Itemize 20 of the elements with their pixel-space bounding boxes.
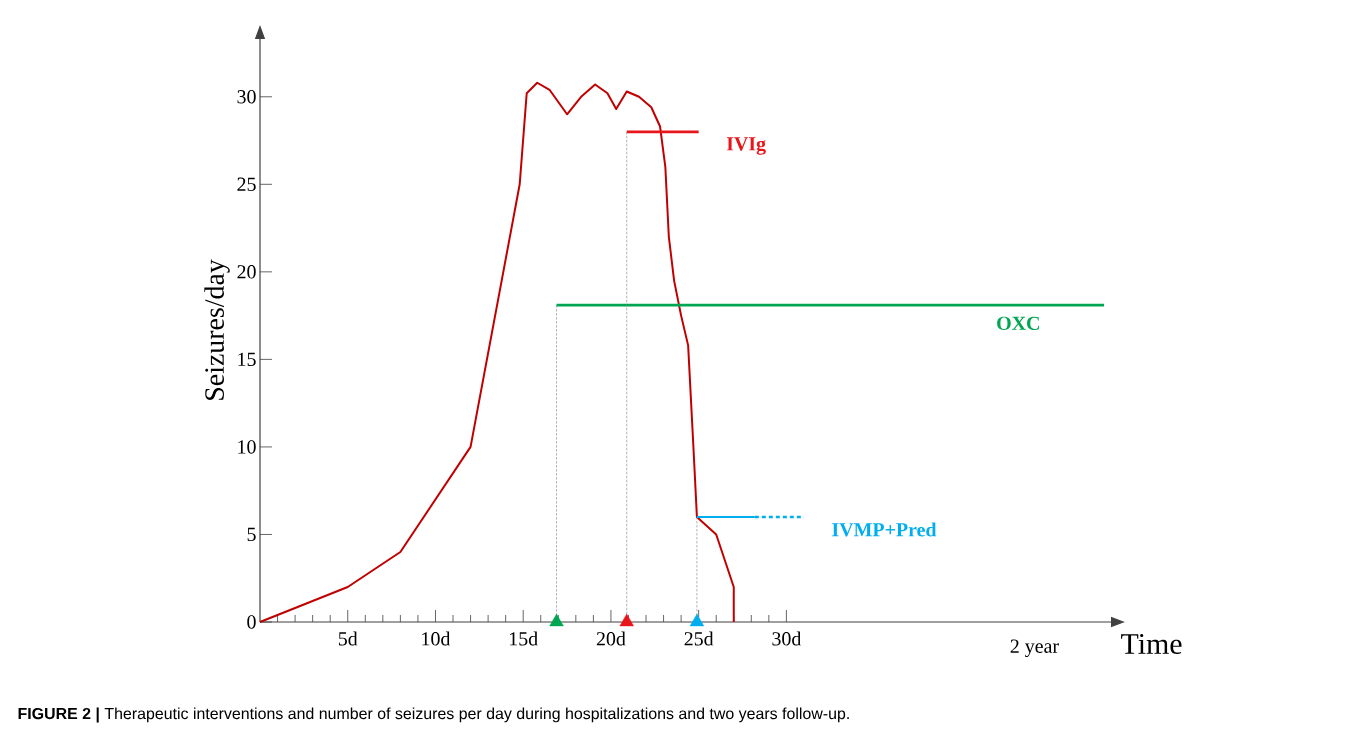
x-tick-label: 15d <box>510 631 538 646</box>
y-tick-label: 5 <box>247 527 256 542</box>
text: 2 year <box>1010 639 1059 658</box>
x-tick-label: 10d <box>422 631 451 646</box>
y-tick-label: 0 <box>247 615 256 629</box>
text: FIGURE 2 | Therapeutic interventions and number of seizures per day during hospitalizations and two years follow-up. <box>18 707 849 723</box>
y-axis-title: Seizures/day <box>204 259 230 400</box>
x-tick-label: 20d <box>596 631 626 646</box>
series-label: IVIg <box>726 137 766 155</box>
series-label: IVMP+Pred <box>832 522 937 537</box>
x-tick-label: 30d <box>772 631 802 646</box>
y-tick-label: 20 <box>237 265 256 279</box>
series-label: OXC <box>997 316 1039 331</box>
y-tick-label: 25 <box>237 177 256 191</box>
y-tick-label: 15 <box>238 352 256 367</box>
y-tick-label: 10 <box>238 440 256 454</box>
x-axis-title: Time <box>1121 633 1182 655</box>
x-tick-label: 25d <box>684 631 714 646</box>
y-tick-label: 30 <box>237 90 256 104</box>
x-tick-label: 5d <box>338 631 358 646</box>
